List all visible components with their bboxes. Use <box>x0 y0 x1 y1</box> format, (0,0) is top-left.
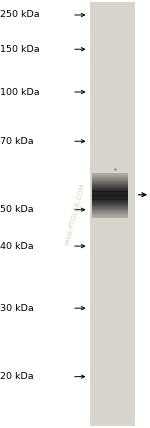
Bar <box>92 185 128 186</box>
Bar <box>92 186 128 187</box>
Text: www.PTGLAB.COM: www.PTGLAB.COM <box>64 182 86 246</box>
Bar <box>92 186 128 187</box>
Bar <box>92 188 128 189</box>
Bar <box>92 207 128 208</box>
Bar <box>92 208 128 209</box>
Bar <box>92 215 128 216</box>
Bar <box>92 178 128 179</box>
Bar <box>92 196 128 197</box>
Bar <box>92 217 128 218</box>
Bar <box>92 189 128 190</box>
Bar <box>92 203 128 204</box>
Bar <box>92 199 128 200</box>
Bar <box>92 182 128 183</box>
Bar <box>92 212 128 213</box>
Text: 250 kDa: 250 kDa <box>0 10 40 20</box>
Bar <box>92 200 128 201</box>
Bar <box>92 193 128 194</box>
Bar <box>92 197 128 198</box>
Bar <box>92 184 128 185</box>
Bar <box>92 205 128 206</box>
Bar <box>92 210 128 211</box>
Bar <box>92 191 128 192</box>
Text: 50 kDa: 50 kDa <box>0 205 34 214</box>
Bar <box>92 176 128 177</box>
Bar <box>92 187 128 188</box>
Bar <box>92 173 128 174</box>
Bar <box>92 198 128 199</box>
Text: 30 kDa: 30 kDa <box>0 303 34 313</box>
Bar <box>92 209 128 210</box>
Bar <box>92 190 128 191</box>
Bar <box>92 204 128 205</box>
Bar <box>92 179 128 180</box>
Bar <box>92 194 128 195</box>
Text: 20 kDa: 20 kDa <box>0 372 34 381</box>
Text: 40 kDa: 40 kDa <box>0 241 34 251</box>
Bar <box>92 177 128 178</box>
Bar <box>92 214 128 215</box>
Bar <box>92 195 128 196</box>
Bar <box>92 213 128 214</box>
Bar <box>92 202 128 203</box>
Text: 70 kDa: 70 kDa <box>0 137 34 146</box>
Bar <box>92 192 128 193</box>
Bar <box>92 191 128 192</box>
Bar <box>92 183 128 184</box>
Bar <box>92 174 128 175</box>
Bar <box>92 180 128 181</box>
Bar <box>92 175 128 176</box>
Bar <box>90 2 135 426</box>
Bar <box>92 181 128 182</box>
Text: 100 kDa: 100 kDa <box>0 87 40 97</box>
Bar <box>92 201 128 202</box>
Bar <box>92 206 128 207</box>
Bar <box>92 211 128 212</box>
Text: 150 kDa: 150 kDa <box>0 45 40 54</box>
Bar <box>92 216 128 217</box>
Bar <box>92 184 128 185</box>
